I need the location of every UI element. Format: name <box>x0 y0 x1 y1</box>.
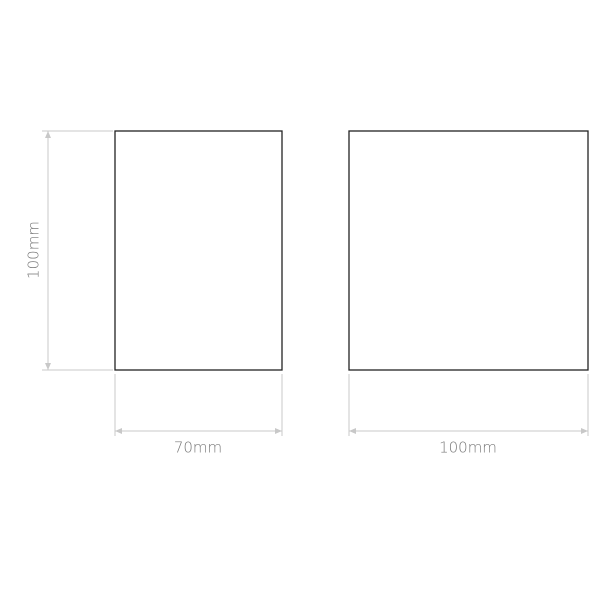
height-label: 100mm <box>25 221 43 279</box>
arrow <box>349 428 356 434</box>
front-view <box>114 130 283 371</box>
arrow <box>45 131 51 138</box>
arrow <box>581 428 588 434</box>
arrow <box>45 363 51 370</box>
arrow <box>275 428 282 434</box>
front-width-dimension: 70mm <box>114 374 283 457</box>
side-width-label: 100mm <box>439 439 497 457</box>
arrow <box>115 428 122 434</box>
height-dimension: 100mm <box>25 130 113 371</box>
side-width-dimension: 100mm <box>348 374 589 457</box>
front-width-label: 70mm <box>174 439 222 457</box>
side-view <box>348 130 589 371</box>
